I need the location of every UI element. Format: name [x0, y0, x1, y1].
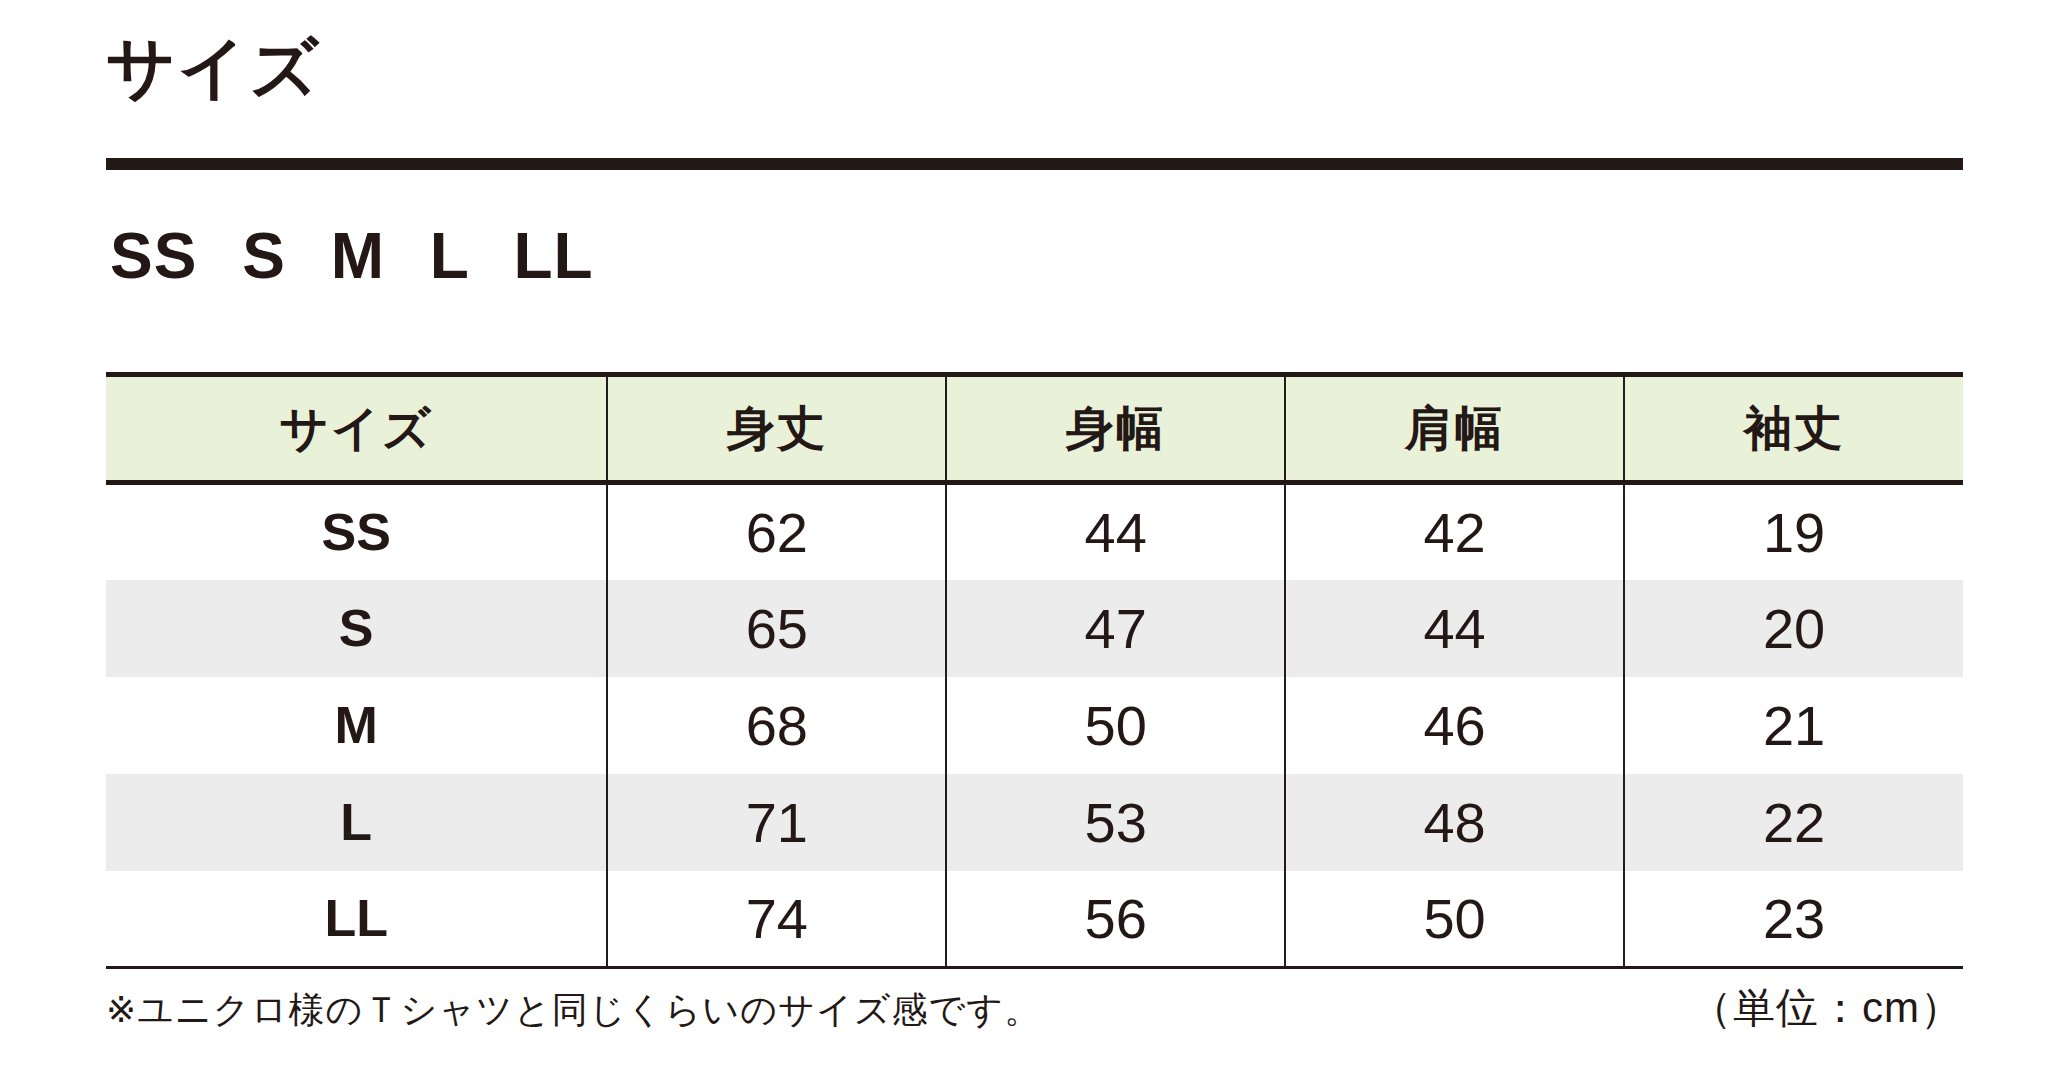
size-row-label: SS — [106, 483, 607, 580]
measurement-cell: 68 — [607, 677, 946, 774]
measurement-cell: 44 — [946, 483, 1285, 580]
measurement-cell: 62 — [607, 483, 946, 580]
table-row-ll: LL 74 56 50 23 — [106, 871, 1963, 968]
measurement-cell: 21 — [1624, 677, 1963, 774]
measurement-cell: 65 — [607, 580, 946, 677]
size-table-header: サイズ 身丈 身幅 肩幅 袖丈 — [106, 375, 1963, 483]
size-lineup-text: SS S M L LL — [110, 224, 594, 288]
size-table: サイズ 身丈 身幅 肩幅 袖丈 SS 62 44 42 19 S 65 — [106, 372, 1963, 969]
measurement-cell: 53 — [946, 774, 1285, 871]
measurement-cell: 48 — [1285, 774, 1624, 871]
table-row-m: M 68 50 46 21 — [106, 677, 1963, 774]
measurement-cell: 50 — [946, 677, 1285, 774]
measurement-cell: 20 — [1624, 580, 1963, 677]
col-header-body-width: 身幅 — [946, 375, 1285, 483]
header-row: サイズ 身丈 身幅 肩幅 袖丈 — [106, 375, 1963, 483]
table-row-l: L 71 53 48 22 — [106, 774, 1963, 871]
measurement-cell: 47 — [946, 580, 1285, 677]
size-row-label: L — [106, 774, 607, 871]
footer-row: ※ユニクロ様のＴシャツと同じくらいのサイズ感です。 （単位：cm） — [106, 980, 1963, 1036]
measurement-cell: 44 — [1285, 580, 1624, 677]
size-table-body: SS 62 44 42 19 S 65 47 44 20 M 68 50 — [106, 483, 1963, 968]
size-row-label: S — [106, 580, 607, 677]
col-header-shoulder-width: 肩幅 — [1285, 375, 1624, 483]
col-header-size: サイズ — [106, 375, 607, 483]
size-row-label: M — [106, 677, 607, 774]
measurement-cell: 19 — [1624, 483, 1963, 580]
col-header-body-length: 身丈 — [607, 375, 946, 483]
measurement-cell: 46 — [1285, 677, 1624, 774]
measurement-cell: 22 — [1624, 774, 1963, 871]
title-underline-rule — [106, 158, 1963, 170]
col-header-sleeve-length: 袖丈 — [1624, 375, 1963, 483]
measurement-cell: 56 — [946, 871, 1285, 968]
size-row-label: LL — [106, 871, 607, 968]
measurement-cell: 74 — [607, 871, 946, 968]
size-table-container: サイズ 身丈 身幅 肩幅 袖丈 SS 62 44 42 19 S 65 — [106, 372, 1963, 969]
table-row-s: S 65 47 44 20 — [106, 580, 1963, 677]
page-title: サイズ — [106, 30, 321, 105]
sizing-note: ※ユニクロ様のＴシャツと同じくらいのサイズ感です。 — [106, 986, 1041, 1035]
measurement-cell: 23 — [1624, 871, 1963, 968]
measurement-cell: 71 — [607, 774, 946, 871]
measurement-cell: 50 — [1285, 871, 1624, 968]
measurement-cell: 42 — [1285, 483, 1624, 580]
table-row-ss: SS 62 44 42 19 — [106, 483, 1963, 580]
size-chart-page: サイズ SS S M L LL サイズ 身丈 身幅 肩幅 袖丈 — [0, 0, 2048, 1091]
unit-note: （単位：cm） — [1690, 980, 1963, 1036]
